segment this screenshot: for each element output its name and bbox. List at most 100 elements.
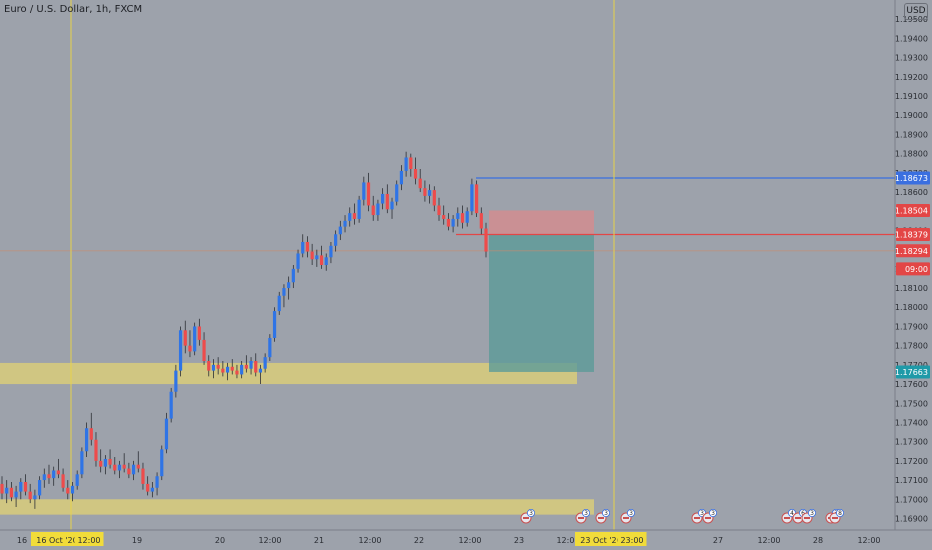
short-position-tool[interactable] [489, 210, 594, 372]
candle-up [395, 184, 399, 202]
candle-up [324, 257, 328, 265]
candle-down [216, 364, 220, 369]
price-tag-bg [896, 203, 930, 217]
candle-up [338, 226, 342, 235]
candle-up [103, 458, 107, 467]
candle-up [272, 311, 277, 338]
economic-event-badge[interactable]: 3 [595, 508, 611, 524]
price-tick-label: 1.18800 [895, 150, 928, 159]
candle-up [84, 428, 89, 452]
economic-event-badge[interactable]: 3 [801, 508, 817, 524]
time-tick-label: 21 [314, 536, 324, 545]
price-tag: 09:00 [896, 262, 930, 276]
time-tick-label: 16 Oct '20 [36, 536, 77, 545]
candle-down [9, 487, 13, 498]
candle-down [66, 487, 70, 494]
candle-down [0, 483, 4, 494]
price-tick-label: 1.19400 [895, 34, 928, 43]
economic-event-badge[interactable]: 3 [702, 508, 718, 524]
candle-up [80, 451, 84, 475]
candle-up [428, 190, 432, 196]
price-tick-label: 1.18600 [895, 188, 928, 197]
candle-up [451, 218, 455, 227]
price-tag-bg [896, 227, 930, 241]
time-tick-label: 23 [514, 536, 524, 545]
event-count-label: 3 [604, 510, 608, 517]
price-tag: 1.18294 [895, 244, 930, 258]
candle-down [188, 345, 192, 352]
price-tag: 1.18504 [895, 203, 930, 217]
price-tag-label: 1.18294 [895, 247, 928, 256]
economic-event-badge[interactable]: 3 [620, 508, 636, 524]
candle-up [296, 253, 300, 269]
economic-event-badge[interactable]: 8 [829, 508, 845, 524]
price-tick-label: 1.18100 [895, 284, 928, 293]
currency-button[interactable]: USD [904, 3, 928, 20]
price-tick-label: 1.19000 [895, 111, 928, 120]
candle-down [127, 468, 131, 475]
candle-down [94, 439, 98, 461]
candle-down [99, 460, 103, 467]
candle-up [282, 288, 286, 296]
time-tick-label: 12:00 [458, 536, 481, 545]
price-tick-label: 1.18000 [895, 303, 928, 312]
candle-up [465, 211, 469, 223]
price-tick-label: 1.17000 [895, 495, 928, 504]
candle-up [456, 213, 460, 219]
candle-up [70, 485, 75, 494]
candle-down [146, 483, 150, 492]
candle-up [277, 295, 281, 312]
candle-down [23, 481, 28, 492]
economic-event-badge[interactable]: 3 [520, 508, 536, 524]
economic-event-badge[interactable]: 4 [781, 508, 797, 524]
event-count-label: 3 [700, 510, 704, 517]
price-tick-label: 1.17700 [895, 361, 928, 370]
candle-down [136, 464, 140, 469]
stop-loss-area[interactable] [489, 210, 594, 235]
price-tags: 1.18673 1.18504 1.18379 1.18294 09:00 1.17663 [895, 171, 930, 379]
candle-down [442, 215, 446, 219]
candle-down [446, 218, 451, 227]
time-tick-label: 19 [132, 536, 142, 545]
candle-up [315, 255, 319, 260]
candle-up [348, 213, 352, 221]
price-tick-label: 1.17200 [895, 457, 928, 466]
candle-up [390, 201, 394, 210]
candle-down [202, 339, 206, 362]
event-badges[interactable]: 33333346338 [520, 508, 845, 524]
candle-down [183, 330, 187, 346]
candle-down [221, 368, 225, 373]
price-tag-bg [896, 262, 930, 276]
economic-event-badge[interactable]: 3 [575, 508, 591, 524]
price-tick-label: 1.17100 [895, 476, 928, 485]
support-zone [0, 362, 577, 385]
candle-down [230, 366, 234, 371]
time-tick-label: 27 [713, 536, 723, 545]
time-tick-label: 28 [813, 536, 823, 545]
price-tag-label: 1.18673 [895, 174, 928, 183]
candle-up [169, 391, 173, 419]
candle-up [287, 282, 291, 289]
event-count-label: 3 [629, 510, 633, 517]
candle-up [160, 449, 164, 477]
candle-up [357, 199, 361, 219]
price-tag: 1.18673 [895, 171, 930, 185]
candle-up [381, 193, 385, 204]
event-count-label: 3 [810, 510, 814, 517]
candle-down [197, 326, 201, 340]
price-tick-label: 1.19300 [895, 54, 928, 63]
candle-up [329, 245, 333, 258]
take-profit-area[interactable] [489, 234, 594, 372]
time-axis[interactable] [0, 530, 932, 550]
event-count-label: 4 [790, 510, 794, 517]
candle-down [310, 251, 314, 260]
horizontal-levels [0, 177, 895, 252]
flag-stripe [598, 517, 604, 519]
candle-up [131, 464, 136, 475]
candle-up [268, 337, 272, 358]
time-tick-label: 22 [414, 536, 424, 545]
price-tick-label: 1.16900 [895, 514, 928, 523]
price-tag-bg [896, 244, 930, 258]
candle-down [418, 178, 422, 189]
